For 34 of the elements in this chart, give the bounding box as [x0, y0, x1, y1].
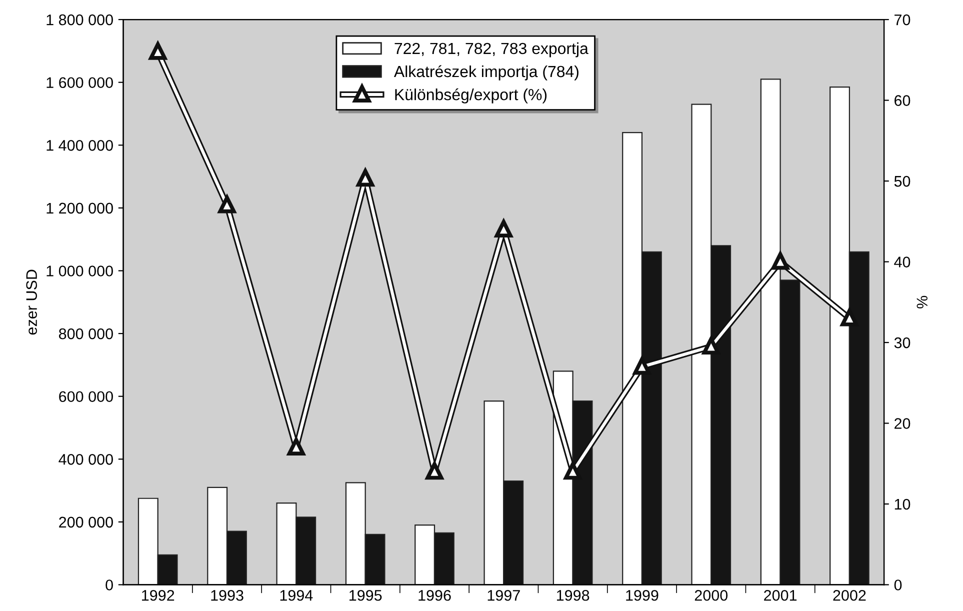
y2-tick-label: 10 — [894, 498, 910, 510]
legend-label: Különbség/export (%) — [395, 88, 547, 104]
x-tick-label: 2002 — [833, 590, 866, 601]
x-tick-label: 1994 — [280, 590, 313, 601]
y-tick-label: 800 000 — [58, 328, 113, 340]
legend-label: 722, 781, 782, 783 exportja — [394, 42, 588, 58]
x-tick-label: 1992 — [142, 590, 174, 601]
y2-tick-label: 50 — [894, 176, 910, 187]
y2-tick-label: 20 — [894, 418, 910, 429]
y2-tick-label: 70 — [894, 14, 910, 26]
x-tick-label: 2001 — [764, 590, 797, 601]
y-tick-label: 1 200 000 — [46, 202, 113, 214]
legend-label: Alkatrészek importja (784) — [394, 65, 578, 80]
y-tick-label: 200 000 — [59, 516, 113, 528]
y-tick-label: 1 400 000 — [46, 140, 113, 151]
y2-tick-label: 40 — [894, 256, 910, 268]
x-tick-label: 1995 — [350, 590, 382, 601]
y-tick-label: 1 800 000 — [46, 14, 113, 26]
y-tick-label: 1 600 000 — [46, 77, 113, 88]
y-tick-label: 600 000 — [59, 391, 113, 402]
y-tick-label: 1 000 000 — [46, 266, 113, 276]
x-tick-label: 1998 — [556, 590, 590, 601]
x-tick-label: 1997 — [488, 590, 520, 601]
y-tick-label: 0 — [106, 580, 113, 590]
y2-tick-label: 30 — [894, 337, 910, 348]
x-tick-label: 1996 — [418, 590, 451, 601]
y-tick-label: 400 000 — [58, 454, 113, 465]
x-tick-label: 1993 — [211, 590, 244, 601]
y2-tick-label: 60 — [894, 95, 910, 106]
y2-tick-label: 0 — [894, 580, 902, 590]
y-axis-title: ezer USD — [26, 270, 38, 335]
y2-axis-title: % — [916, 296, 928, 308]
x-tick-label: 2000 — [694, 590, 728, 601]
x-tick-label: 1999 — [626, 590, 658, 601]
